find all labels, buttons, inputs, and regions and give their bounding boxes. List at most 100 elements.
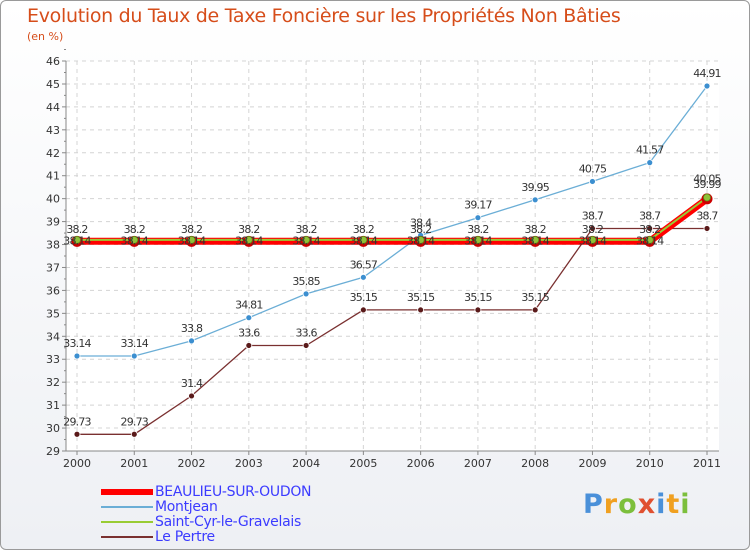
point-le-pertre bbox=[417, 306, 425, 314]
brand-logo-letter: t bbox=[666, 489, 681, 520]
series-line-le-pertre bbox=[77, 227, 707, 435]
data-label-montjean: 39.95 bbox=[521, 181, 549, 194]
data-label-montjean: 33.8 bbox=[181, 322, 203, 335]
data-label-saint-cyr: 40.05 bbox=[693, 173, 721, 186]
x-tick-label: 2003 bbox=[235, 457, 263, 470]
data-label-beaulieu: 39.99 bbox=[693, 178, 721, 191]
point-le-pertre bbox=[73, 430, 81, 438]
data-label-le-pertre: 31.4 bbox=[181, 377, 203, 390]
point-montjean bbox=[359, 273, 367, 281]
data-label-saint-cyr: 38.2 bbox=[353, 223, 374, 236]
data-label-le-pertre: 33.6 bbox=[238, 326, 260, 339]
point-saint-cyr bbox=[244, 236, 253, 244]
data-label-beaulieu: 38.14 bbox=[464, 234, 492, 247]
data-label-le-pertre: 35.15 bbox=[521, 291, 549, 304]
y-tick-label: 38 bbox=[46, 239, 60, 252]
data-label-beaulieu: 38.14 bbox=[292, 234, 320, 247]
point-saint-cyr bbox=[73, 236, 81, 244]
x-tick-label: 2010 bbox=[636, 457, 664, 470]
data-label-montjean: 34.81 bbox=[235, 299, 263, 312]
data-label-beaulieu: 38.14 bbox=[121, 234, 149, 247]
legend-swatch-montjean bbox=[101, 506, 153, 508]
point-saint-cyr bbox=[359, 236, 368, 244]
y-tick-label: 44 bbox=[46, 101, 60, 114]
data-label-montjean: 33.14 bbox=[63, 337, 91, 350]
point-le-pertre bbox=[703, 225, 711, 232]
data-label-montjean: 44.91 bbox=[693, 67, 721, 80]
data-label-le-pertre: 33.6 bbox=[295, 326, 317, 339]
y-tick-label: 37 bbox=[46, 261, 60, 274]
data-label-montjean: 41.57 bbox=[636, 144, 664, 157]
x-tick-label: 2001 bbox=[120, 457, 148, 470]
legend-swatch-le-pertre bbox=[101, 536, 153, 538]
point-le-pertre bbox=[245, 342, 253, 349]
data-label-le-pertre: 38.7 bbox=[639, 209, 661, 222]
y-tick-label: 33 bbox=[46, 353, 60, 366]
point-montjean bbox=[474, 214, 482, 222]
point-saint-cyr bbox=[531, 236, 540, 244]
y-tick-label: 29 bbox=[46, 445, 60, 458]
point-saint-cyr bbox=[416, 236, 425, 244]
point-le-pertre bbox=[130, 430, 138, 438]
x-tick-label: 2006 bbox=[407, 457, 435, 470]
data-label-saint-cyr: 38.2 bbox=[410, 223, 431, 236]
point-saint-cyr bbox=[703, 193, 711, 202]
y-tick-label: 45 bbox=[46, 78, 60, 91]
data-label-beaulieu: 38.14 bbox=[407, 234, 435, 247]
data-label-beaulieu: 38.14 bbox=[521, 234, 549, 247]
data-label-beaulieu: 38.14 bbox=[63, 234, 91, 247]
data-label-beaulieu: 38.14 bbox=[636, 234, 664, 247]
point-saint-cyr bbox=[130, 236, 139, 244]
x-tick-label: 2005 bbox=[349, 457, 377, 470]
y-tick-label: 31 bbox=[46, 399, 60, 412]
point-montjean bbox=[188, 337, 195, 345]
data-label-saint-cyr: 38.2 bbox=[639, 223, 660, 236]
point-saint-cyr bbox=[588, 236, 597, 244]
point-le-pertre bbox=[188, 392, 195, 400]
data-label-le-pertre: 38.7 bbox=[582, 209, 604, 222]
chart-title: Evolution du Taux de Taxe Foncière sur l… bbox=[27, 5, 621, 27]
data-label-montjean: 36.57 bbox=[350, 258, 378, 271]
data-label-saint-cyr: 38.2 bbox=[181, 223, 202, 236]
data-label-beaulieu: 38.14 bbox=[350, 234, 378, 247]
x-tick-label: 2011 bbox=[693, 457, 721, 470]
point-saint-cyr bbox=[302, 236, 310, 244]
data-label-montjean: 39.17 bbox=[464, 199, 492, 212]
data-label-saint-cyr: 38.2 bbox=[295, 223, 316, 236]
data-label-le-pertre: 29.73 bbox=[121, 415, 149, 428]
data-label-saint-cyr: 38.2 bbox=[238, 223, 259, 236]
point-saint-cyr bbox=[187, 236, 196, 244]
brand-logo-letter: P bbox=[583, 489, 604, 520]
data-label-beaulieu: 38.14 bbox=[178, 234, 206, 247]
y-tick-label: 40 bbox=[46, 193, 60, 206]
point-montjean bbox=[130, 352, 138, 360]
point-le-pertre bbox=[474, 306, 482, 314]
legend-swatch-beaulieu bbox=[101, 489, 153, 495]
y-tick-label: 39 bbox=[46, 216, 60, 229]
data-label-saint-cyr: 38.2 bbox=[467, 223, 488, 236]
x-tick-label: 2008 bbox=[521, 457, 549, 470]
point-saint-cyr bbox=[645, 236, 654, 244]
brand-logo: Proxiti bbox=[583, 489, 691, 520]
y-tick-label: 30 bbox=[46, 422, 60, 435]
x-tick-label: 2002 bbox=[178, 457, 206, 470]
x-tick-label: 2000 bbox=[63, 457, 91, 470]
y-tick-label: 34 bbox=[46, 330, 60, 343]
legend-swatch-saint-cyr bbox=[101, 521, 153, 523]
data-label-montjean: 40.75 bbox=[579, 162, 607, 175]
series-line-beaulieu bbox=[77, 196, 710, 245]
y-tick-label: 32 bbox=[46, 376, 60, 389]
x-tick-label: 2007 bbox=[464, 457, 492, 470]
chart-subtitle: (en %) bbox=[27, 30, 64, 43]
y-tick-label: 35 bbox=[46, 307, 60, 320]
data-label-le-pertre: 35.15 bbox=[350, 291, 378, 304]
point-montjean bbox=[646, 159, 654, 167]
brand-logo-letter: o bbox=[618, 489, 638, 520]
series-line-saint-cyr bbox=[77, 196, 708, 241]
y-tick-label: 42 bbox=[46, 147, 60, 160]
brand-logo-letter: i bbox=[680, 489, 691, 520]
brand-logo-letter: i bbox=[656, 489, 667, 520]
point-montjean bbox=[703, 82, 711, 90]
